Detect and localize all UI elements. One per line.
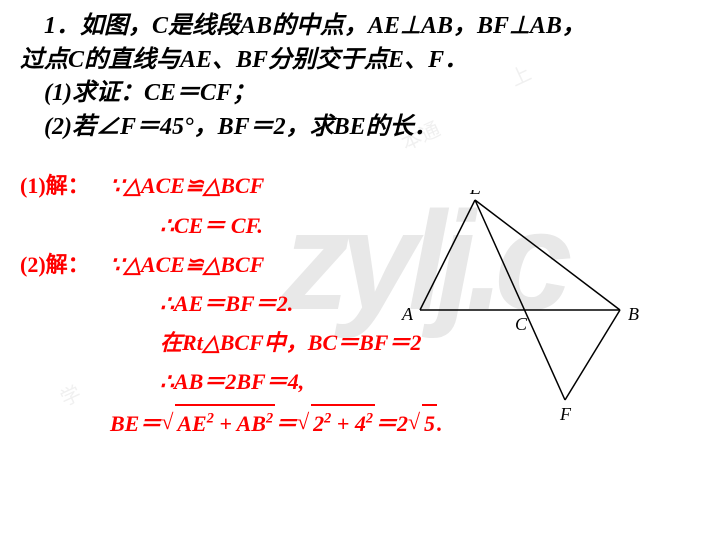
svg-text:B: B — [628, 304, 639, 324]
svg-text:F: F — [559, 404, 572, 420]
geometry-figure: A B C E F — [400, 190, 650, 420]
svg-text:C: C — [515, 314, 528, 334]
problem-line-1: 1．如图，C是线段AB的中点，AE⊥AB，BF⊥AB， — [20, 10, 700, 44]
svg-text:E: E — [469, 190, 481, 198]
svg-text:A: A — [401, 304, 414, 324]
problem-q2: (2)若∠F＝45°，BF＝2，求BE的长． — [20, 111, 700, 145]
problem-line-2: 过点C的直线与AE、BF分别交于点E、F． — [20, 44, 700, 78]
problem-q1: (1)求证：CE＝CF； — [20, 77, 700, 111]
problem-text: 1．如图，C是线段AB的中点，AE⊥AB，BF⊥AB， 过点C的直线与AE、BF… — [20, 10, 700, 144]
